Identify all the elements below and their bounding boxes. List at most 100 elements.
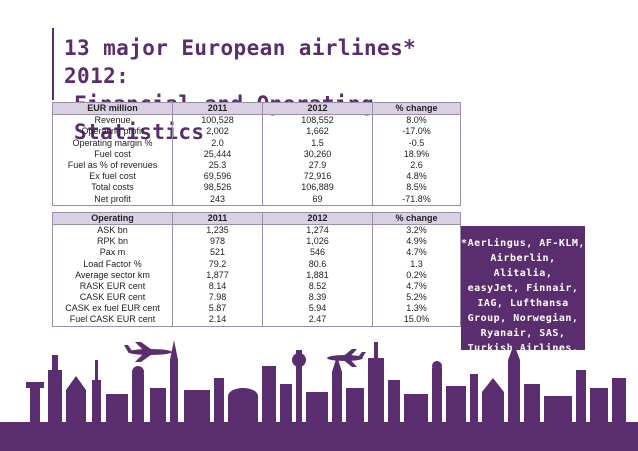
footnote-line: Turkish Airlines, <box>467 343 579 354</box>
operating-header-cell: 2012 <box>262 211 373 225</box>
row-label: RPK bn <box>52 236 173 248</box>
row-label: CASK EUR cent <box>52 292 173 304</box>
table-cell: 5.87 <box>172 303 263 315</box>
row-label: CASK ex fuel EUR cent <box>52 303 173 315</box>
table-cell: 1.3% <box>372 303 461 315</box>
table-cell: 106,889 <box>262 182 373 194</box>
footnote-line: *AerLingus, AF-KLM, <box>461 238 585 249</box>
row-label: Revenue <box>52 114 173 127</box>
operating-header-cell: Operating <box>52 211 173 225</box>
table-cell: 25,444 <box>172 148 263 160</box>
table-cell: 7.98 <box>172 292 263 304</box>
table-cell: 8.5% <box>372 182 461 194</box>
table-row: ASK bn 1,235 1,274 3.2% <box>52 224 461 237</box>
table-cell: -71.8% <box>372 193 461 206</box>
table-cell: 4.7% <box>372 280 461 292</box>
table-cell: 27.9 <box>262 159 373 172</box>
table-cell: 1.3 <box>372 258 461 270</box>
table-cell: -0.5 <box>372 137 461 149</box>
row-label: Fuel cost <box>52 148 173 160</box>
title-line-1: 13 major European airlines* 2012: <box>64 36 417 88</box>
table-cell: 5.2% <box>372 292 461 304</box>
row-label: Average sector km <box>52 269 173 281</box>
table-cell: 8.52 <box>262 280 373 292</box>
footnote-line: IAG, Lufthansa <box>477 298 569 309</box>
row-label: Ex fuel cost <box>52 171 173 183</box>
table-cell: 108,552 <box>262 114 373 127</box>
table-cell: 243 <box>172 193 263 206</box>
table-cell: 521 <box>172 247 263 259</box>
footnote-line: Group, Norwegian, <box>467 313 579 324</box>
table-cell: 100,528 <box>172 114 263 127</box>
airplane-icon-left <box>124 342 172 362</box>
table-cell: 1,026 <box>262 236 373 248</box>
statistics-table: EUR million 2011 2012% change Revenue 100,52… <box>52 101 461 327</box>
row-label: Total costs <box>52 182 173 194</box>
footnote-line: Airberlin, Alitalia, <box>490 253 556 279</box>
title-frame <box>52 28 436 100</box>
table-row: Ex fuel cost 69,596 72,916 4.8% <box>52 171 461 183</box>
table-cell: 8.0% <box>372 114 461 127</box>
row-label: Operating margin % <box>52 137 173 149</box>
table-cell: 1,881 <box>262 269 373 281</box>
operating-header-cell: % change <box>372 211 461 225</box>
financial-header-row: EUR million 2011 2012% change <box>52 101 461 116</box>
row-label: Fuel as % of revenues <box>52 159 173 172</box>
table-cell: 0.2% <box>372 269 461 281</box>
row-label: RASK EUR cent <box>52 280 173 292</box>
table-cell: 4.9% <box>372 236 461 248</box>
table-cell: 1.5 <box>262 137 373 149</box>
table-cell: 18.9% <box>372 148 461 160</box>
table-cell: 1,274 <box>262 224 373 237</box>
operating-header-row: Operating 2011 2012% change <box>52 211 461 225</box>
table-row: RPK bn 978 1,026 4.9% <box>52 236 461 248</box>
table-row: Average sector km 1,877 1,881 0.2% <box>52 269 461 281</box>
table-cell: 8.39 <box>262 292 373 304</box>
table-row: Pax m 521 546 4.7% <box>52 247 461 259</box>
table-cell: 69 <box>262 193 373 206</box>
section-spacer <box>53 205 461 212</box>
row-label: Net profit <box>52 193 173 206</box>
row-label: ASK bn <box>52 224 173 237</box>
table-cell: 5.94 <box>262 303 373 315</box>
table-row: Total costs 98,526 106,889 8.5% <box>52 182 461 194</box>
table-cell: 4.7% <box>372 247 461 259</box>
table-row: Operating profit 2,002 1,662 -17.0% <box>52 126 461 138</box>
table-row: Revenue 100,528 108,552 8.0% <box>52 114 461 127</box>
table-cell: 30,260 <box>262 148 373 160</box>
airlines-footnote: *AerLingus, AF-KLM, Airberlin, Alitalia, e… <box>461 226 585 369</box>
table-row: Net profit 243 69 -71.8% <box>52 193 461 206</box>
table-cell: 80.6 <box>262 258 373 270</box>
financial-header-cell: 2012 <box>262 101 373 116</box>
table-cell: -17.0% <box>372 126 461 138</box>
table-row: Operating margin % 2.0 1.5 -0.5 <box>52 137 461 149</box>
operating-header-cell: 2011 <box>172 211 263 225</box>
financial-header-cell: EUR million <box>52 101 173 116</box>
table-row: Fuel cost 25,444 30,260 18.9% <box>52 148 461 160</box>
financial-section: EUR million 2011 2012% change Revenue 100,52… <box>52 101 461 206</box>
table-row: Fuel CASK EUR cent 2.14 2.47 15.0% <box>52 314 461 327</box>
table-cell: 2.47 <box>262 314 373 327</box>
financial-header-cell: 2011 <box>172 101 263 116</box>
table-row: Fuel as % of revenues 25.3 27.9 2.6 <box>52 159 461 172</box>
city-skyline-illustration <box>0 340 638 451</box>
row-label: Fuel CASK EUR cent <box>52 314 173 327</box>
table-cell: 546 <box>262 247 373 259</box>
table-cell: 4.8% <box>372 171 461 183</box>
table-cell: 8.14 <box>172 280 263 292</box>
airplane-icon-right <box>327 349 366 367</box>
table-cell: 98,526 <box>172 182 263 194</box>
table-cell: 1,235 <box>172 224 263 237</box>
table-cell: 2,002 <box>172 126 263 138</box>
table-cell: 978 <box>172 236 263 248</box>
table-row: CASK EUR cent 7.98 8.39 5.2% <box>52 292 461 304</box>
table-cell: 15.0% <box>372 314 461 327</box>
row-label: Pax m <box>52 247 173 259</box>
footnote-line: easyJet, Finnair, <box>467 283 579 294</box>
row-label: Operating profit <box>52 126 173 138</box>
financial-header-cell: % change <box>372 101 461 116</box>
table-cell: 79.2 <box>172 258 263 270</box>
table-cell: 2.14 <box>172 314 263 327</box>
table-cell: 2.6 <box>372 159 461 172</box>
table-cell: 3.2% <box>372 224 461 237</box>
